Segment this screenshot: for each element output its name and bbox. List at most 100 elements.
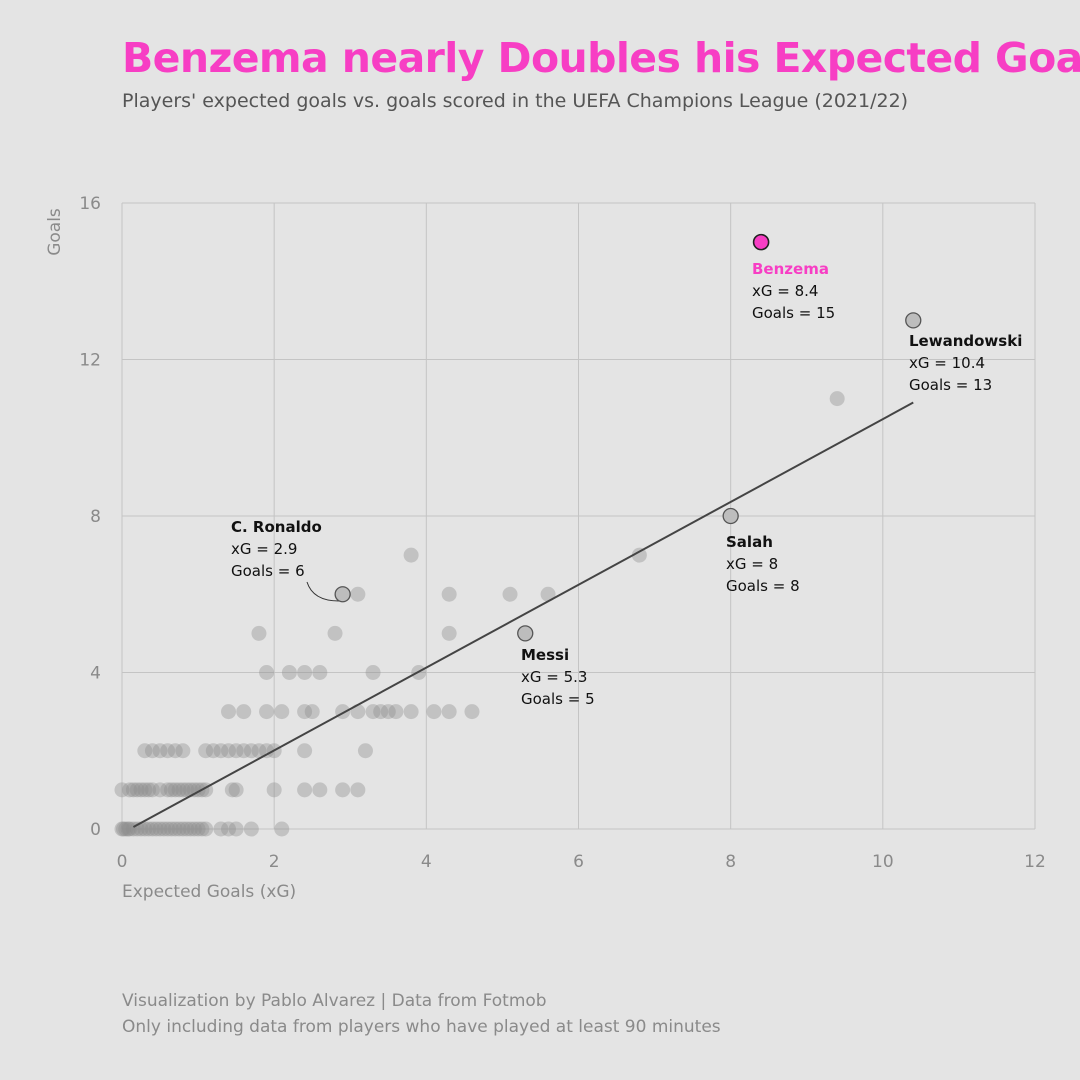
- data-point: [167, 821, 183, 837]
- data-point: [335, 782, 351, 798]
- data-point: [122, 782, 138, 798]
- data-point: [179, 821, 195, 837]
- highlighted-players: [334, 233, 922, 642]
- lewandowski-xg-label: xG = 10.4: [909, 354, 985, 372]
- data-point: [236, 743, 252, 759]
- ronaldo-goals-label: Goals = 6: [231, 562, 305, 580]
- data-point: [297, 743, 313, 759]
- data-point: [182, 821, 198, 837]
- data-point: [380, 704, 396, 720]
- data-point: [259, 665, 275, 680]
- data-point: [224, 782, 240, 798]
- data-point: [281, 665, 297, 680]
- data-point: [144, 743, 160, 759]
- data-point: [141, 782, 157, 798]
- data-point: [122, 821, 138, 837]
- data-point: [304, 704, 320, 720]
- data-point: [403, 547, 419, 563]
- data-point: [365, 665, 381, 680]
- data-point: [175, 743, 191, 759]
- data-point: [137, 821, 153, 837]
- data-point: [190, 821, 206, 837]
- annotation-messi: Messi xG = 5.3 Goals = 5: [521, 646, 595, 708]
- data-point: [160, 821, 176, 837]
- data-point: [221, 821, 237, 837]
- data-point: [144, 782, 160, 798]
- data-point: [327, 625, 343, 641]
- messi-point: [517, 625, 534, 642]
- data-point: [297, 704, 313, 720]
- data-point: [829, 391, 845, 407]
- lewandowski-point: [905, 312, 922, 329]
- lewandowski-goals-label: Goals = 13: [909, 376, 992, 394]
- data-point: [163, 821, 179, 837]
- data-point: [198, 821, 214, 837]
- grid-lines: [121, 202, 1036, 830]
- benzema-goals-label: Goals = 15: [752, 304, 835, 322]
- data-point: [205, 743, 221, 759]
- c-ronaldo-point: [334, 586, 351, 603]
- data-point: [163, 782, 179, 798]
- data-point: [114, 782, 130, 798]
- x-tick-label: 0: [117, 852, 128, 872]
- data-point: [171, 821, 187, 837]
- data-point: [441, 586, 457, 602]
- data-point: [243, 743, 259, 759]
- lewandowski-name-label: Lewandowski: [909, 332, 1022, 350]
- data-points: [114, 391, 845, 837]
- data-point: [118, 821, 134, 837]
- y-axis-label: Goals: [45, 208, 65, 256]
- data-point: [243, 821, 259, 837]
- data-point: [540, 586, 556, 602]
- trend-line: [132, 401, 914, 828]
- data-point: [125, 782, 141, 798]
- data-point: [441, 704, 457, 720]
- benzema-point: [752, 233, 770, 251]
- benzema-xg-label: xG = 8.4: [752, 282, 818, 300]
- data-point: [141, 821, 157, 837]
- ronaldo-name-label: C. Ronaldo: [231, 518, 322, 536]
- data-point: [251, 625, 267, 641]
- y-tick-label: 4: [90, 664, 101, 684]
- data-point: [171, 782, 187, 798]
- data-point: [133, 782, 149, 798]
- y-tick-label: 16: [79, 194, 101, 214]
- data-point: [144, 821, 160, 837]
- data-point: [373, 704, 389, 720]
- x-tick-label: 10: [872, 852, 894, 872]
- x-tick-label: 8: [725, 852, 736, 872]
- y-tick-label: 8: [90, 507, 101, 527]
- data-point: [160, 743, 176, 759]
- x-axis-label: Expected Goals (xG): [122, 882, 296, 902]
- data-point: [179, 782, 195, 798]
- annotation-salah: Salah xG = 8 Goals = 8: [726, 533, 800, 595]
- chart-title: Benzema nearly Doubles his Expected Goal…: [122, 34, 1080, 82]
- salah-goals-label: Goals = 8: [726, 577, 800, 595]
- x-tick-label: 2: [269, 852, 280, 872]
- data-point: [236, 704, 252, 720]
- data-point: [116, 821, 132, 837]
- data-point: [297, 782, 313, 798]
- data-point: [213, 743, 229, 759]
- annotation-ronaldo: C. Ronaldo xG = 2.9 Goals = 6: [231, 518, 322, 580]
- data-point: [160, 782, 176, 798]
- data-point: [464, 704, 480, 720]
- data-point: [426, 704, 442, 720]
- data-point: [251, 743, 267, 759]
- data-point: [137, 743, 153, 759]
- messi-xg-label: xG = 5.3: [521, 668, 587, 686]
- annotation-benzema: Benzema xG = 8.4 Goals = 15: [752, 260, 835, 322]
- ronaldo-leader-line: [306, 581, 340, 602]
- data-point: [129, 821, 145, 837]
- data-point: [297, 665, 313, 680]
- data-point: [221, 743, 237, 759]
- data-point: [221, 704, 237, 720]
- data-point: [129, 782, 145, 798]
- data-point: [194, 821, 210, 837]
- data-point: [148, 821, 164, 837]
- data-point: [114, 821, 130, 837]
- credit-text: Visualization by Pablo Alvarez | Data fr…: [122, 991, 547, 1011]
- data-point: [175, 821, 191, 837]
- data-point: [259, 743, 275, 759]
- data-point: [152, 743, 168, 759]
